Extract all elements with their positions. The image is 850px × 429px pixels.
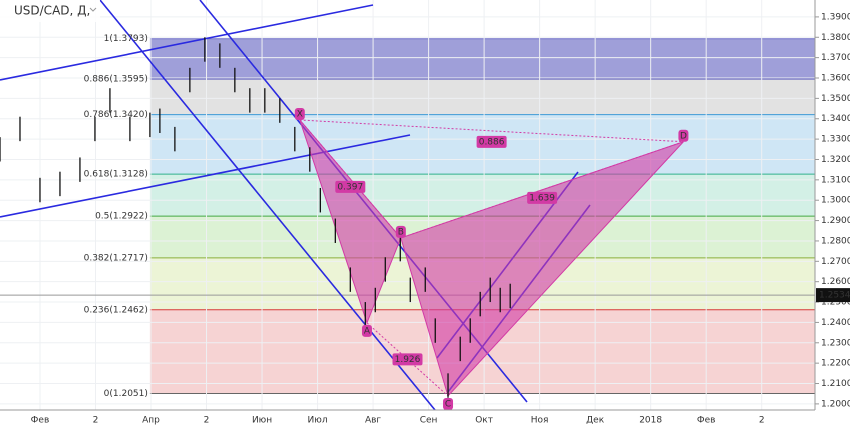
ratio-tag — [335, 180, 366, 193]
point-label: X — [297, 109, 303, 119]
x-tick-label: Сен — [420, 416, 438, 426]
y-tick-label: 1.3500 — [821, 94, 850, 104]
ratio-label: 0.397 — [337, 182, 363, 192]
y-tick-label: 1.2200 — [821, 359, 850, 369]
ratio-line — [299, 119, 684, 143]
fib-label: 0(1.2051) — [104, 389, 148, 399]
y-tick-label: 1.3400 — [821, 114, 850, 124]
fib-label: 0.618(1.3128) — [84, 170, 148, 180]
trend-line — [0, 134, 411, 218]
y-tick-label: 1.3300 — [821, 135, 850, 145]
x-tick-label: Окт — [475, 416, 493, 426]
last-price-label: 1.2534 — [819, 291, 850, 301]
fib-label: 0.382(1.2717) — [84, 253, 148, 263]
y-tick-label: 1.3700 — [821, 53, 850, 63]
ratio-tag — [476, 135, 507, 148]
ratio-label: 1.926 — [395, 355, 421, 365]
grid — [0, 0, 815, 410]
fib-label: 0.5(1.2922) — [95, 212, 148, 222]
fib-band — [149, 174, 815, 217]
ratio-line — [400, 141, 684, 239]
ratio-line — [299, 119, 402, 239]
x-tick-label: 2 — [93, 416, 99, 426]
x-tick-label: Фев — [697, 416, 716, 426]
x-tick-label: Июл — [308, 416, 328, 426]
point-label: B — [398, 227, 404, 237]
y-tick-label: 1.2700 — [821, 257, 850, 267]
symbol-title: USD/CAD, Д, — [14, 4, 90, 18]
y-tick-label: 1.3100 — [821, 175, 850, 185]
y-tick-label: 1.3800 — [821, 33, 850, 43]
dropdown-icon[interactable] — [89, 7, 97, 12]
y-tick-label: 1.2800 — [821, 236, 850, 246]
x-tick-label: 2018 — [639, 416, 662, 426]
time-axis — [0, 410, 815, 429]
point-label: C — [445, 399, 451, 409]
last-price-tag — [816, 288, 850, 303]
point-tag — [361, 324, 372, 337]
pattern-labels: 1(1.3793) 0.886(1.3595) 0.786(1.3420) 0.618… — [84, 34, 689, 410]
ratio-tag — [392, 353, 423, 366]
x-tick-label: Дек — [586, 416, 605, 426]
y-tick-label: 1.2300 — [821, 338, 850, 348]
y-tick-label: 1.2900 — [821, 216, 850, 226]
y-tick-label: 1.3000 — [821, 196, 850, 206]
fib-label: 1(1.3793) — [104, 34, 148, 44]
x-tick-label: 2 — [759, 416, 765, 426]
point-tag — [395, 225, 406, 238]
y-tick-label: 1.3900 — [821, 12, 850, 22]
y-tick-label: 1.3200 — [821, 155, 850, 165]
point-tag — [678, 129, 689, 142]
ratio-label: 1.639 — [529, 193, 555, 203]
y-tick-label: 1.2000 — [821, 399, 850, 409]
fib-band — [149, 38, 815, 80]
ratio-tag — [527, 191, 558, 204]
fib-band — [149, 79, 815, 115]
point-tag — [443, 397, 454, 410]
harmonic-pattern — [299, 119, 684, 397]
x-tick-label: Авг — [365, 416, 381, 426]
fib-label: 0.786(1.3420) — [84, 110, 148, 120]
point-tag — [294, 107, 305, 120]
price-bars — [0, 37, 511, 398]
point-label: A — [364, 326, 371, 336]
x-tick-label: 2 — [204, 416, 210, 426]
point-label: D — [680, 131, 687, 141]
ratio-label: 0.886 — [479, 137, 505, 147]
header-bg — [0, 0, 100, 22]
x-tick-label: Июн — [252, 416, 272, 426]
y-tick-label: 1.2600 — [821, 277, 850, 287]
y-tick-label: 1.2500 — [821, 298, 850, 308]
x-tick-label: Фев — [31, 416, 50, 426]
trend-line — [99, 0, 436, 411]
y-tick-label: 1.2400 — [821, 318, 850, 328]
y-tick-label: 1.2100 — [821, 379, 850, 389]
x-tick-label: Ноя — [531, 416, 549, 426]
price-axis — [815, 0, 850, 429]
fib-label: 0.236(1.2462) — [84, 305, 148, 315]
y-tick-label: 1.3600 — [821, 74, 850, 84]
axes: 1.2000 1.2100 1.2200 1.2300 1.2400 1.2500 1.26… — [31, 12, 850, 426]
trend-line — [0, 4, 374, 81]
x-tick-label: Апр — [142, 416, 160, 426]
fib-label: 0.886(1.3595) — [84, 75, 148, 85]
